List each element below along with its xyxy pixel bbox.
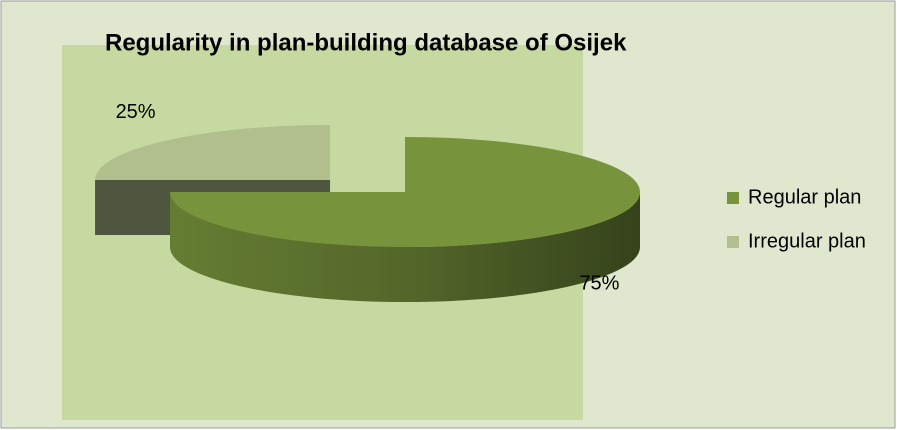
data-label: 25% (116, 101, 156, 123)
pie-slice (170, 137, 640, 302)
legend-label: Irregular plan (748, 230, 866, 252)
data-label: 75% (579, 272, 619, 294)
slice-top (95, 124, 331, 180)
legend: Regular plan Irregular plan (727, 186, 866, 252)
legend-swatch (727, 236, 739, 248)
chart-title: Regularity in plan-building database of … (105, 29, 627, 56)
legend-label: Regular plan (748, 186, 861, 208)
legend-swatch (727, 192, 739, 204)
pie: 25% 75% (95, 101, 640, 302)
slice-top (170, 137, 640, 247)
